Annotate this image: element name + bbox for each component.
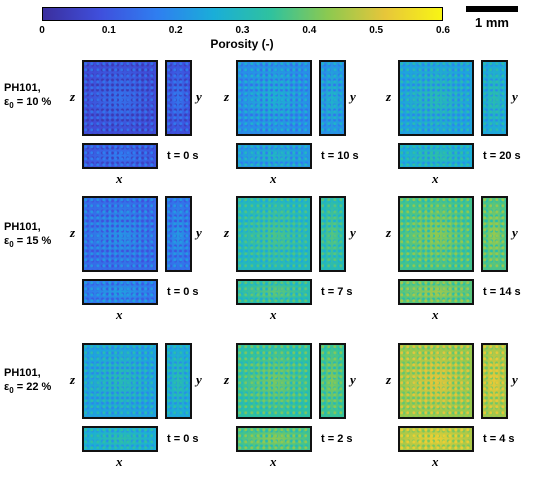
yz-slice-image <box>319 60 346 136</box>
yz-slice-image <box>319 196 346 272</box>
row-1-eps-sub: 0 <box>9 101 14 111</box>
row-1-eps-value: = 10 % <box>13 96 52 108</box>
yz-slice-image <box>165 343 192 419</box>
colorbar-tick: 0 <box>39 25 45 36</box>
z-axis-label: z <box>224 89 230 104</box>
yz-slice-image <box>481 196 508 272</box>
y-axis-label: y <box>350 372 356 387</box>
x-axis-label: x <box>432 454 439 469</box>
row-3-eps-sub: 0 <box>9 386 14 396</box>
x-axis-label: x <box>116 454 123 469</box>
z-axis-label: z <box>70 225 76 240</box>
colorbar-tick: 0.2 <box>168 25 183 36</box>
xy-slice-image <box>398 426 474 452</box>
xz-slice-image <box>398 60 474 136</box>
time-label: t = 0 s <box>167 286 199 298</box>
xz-slice-image <box>82 343 158 419</box>
porosity-colorbar <box>42 7 443 21</box>
xy-slice-image <box>82 426 158 452</box>
xz-slice-image <box>398 196 474 272</box>
row-1-material: PH101, <box>4 82 41 94</box>
xz-slice-image <box>398 343 474 419</box>
row-3-eps-symbol: ε <box>4 381 10 393</box>
y-axis-label: y <box>512 89 518 104</box>
time-label: t = 10 s <box>321 150 359 162</box>
row-label-3: PH101, ε0 = 22 % <box>4 366 51 398</box>
xz-slice-image <box>236 343 312 419</box>
xy-slice-image <box>82 279 158 305</box>
xz-slice-image <box>82 60 158 136</box>
time-label: t = 20 s <box>483 150 521 162</box>
x-axis-label: x <box>432 171 439 186</box>
z-axis-label: z <box>224 372 230 387</box>
x-axis-label: x <box>116 171 123 186</box>
row-label-1: PH101, ε0 = 10 % <box>4 81 51 113</box>
yz-slice-image <box>165 196 192 272</box>
xy-slice-image <box>82 143 158 169</box>
y-axis-label: y <box>196 372 202 387</box>
y-axis-label: y <box>350 225 356 240</box>
yz-slice-image <box>481 343 508 419</box>
y-axis-label: y <box>512 225 518 240</box>
y-axis-label: y <box>512 372 518 387</box>
z-axis-label: z <box>224 225 230 240</box>
row-2-eps-sub: 0 <box>9 240 14 250</box>
colorbar-tick: 0.5 <box>369 25 384 36</box>
xy-slice-image <box>398 143 474 169</box>
xz-slice-image <box>82 196 158 272</box>
xz-slice-image <box>236 196 312 272</box>
z-axis-label: z <box>70 89 76 104</box>
colorbar-tick: 0.6 <box>436 25 450 36</box>
z-axis-label: z <box>386 225 392 240</box>
time-label: t = 7 s <box>321 286 353 298</box>
z-axis-label: z <box>386 89 392 104</box>
row-label-2: PH101, ε0 = 15 % <box>4 220 51 252</box>
xz-slice-image <box>236 60 312 136</box>
row-1-eps-symbol: ε <box>4 96 10 108</box>
row-3-eps-value: = 22 % <box>13 381 52 393</box>
xy-slice-image <box>398 279 474 305</box>
time-label: t = 0 s <box>167 150 199 162</box>
time-label: t = 0 s <box>167 433 199 445</box>
colorbar-tick: 0.3 <box>235 25 250 36</box>
yz-slice-image <box>319 343 346 419</box>
x-axis-label: x <box>116 307 123 322</box>
x-axis-label: x <box>270 454 277 469</box>
y-axis-label: y <box>196 89 202 104</box>
time-label: t = 4 s <box>483 433 515 445</box>
z-axis-label: z <box>70 372 76 387</box>
row-2-eps-symbol: ε <box>4 235 10 247</box>
x-axis-label: x <box>270 307 277 322</box>
row-2-eps-value: = 15 % <box>13 235 52 247</box>
yz-slice-image <box>165 60 192 136</box>
y-axis-label: y <box>196 225 202 240</box>
z-axis-label: z <box>386 372 392 387</box>
row-2-material: PH101, <box>4 221 41 233</box>
colorbar-tick: 0.4 <box>302 25 317 36</box>
xy-slice-image <box>236 426 312 452</box>
yz-slice-image <box>481 60 508 136</box>
xy-slice-image <box>236 143 312 169</box>
colorbar-label: Porosity (-) <box>210 37 274 51</box>
x-axis-label: x <box>270 171 277 186</box>
y-axis-label: y <box>350 89 356 104</box>
time-label: t = 14 s <box>483 286 521 298</box>
row-3-material: PH101, <box>4 367 41 379</box>
x-axis-label: x <box>432 307 439 322</box>
colorbar-tick: 0.1 <box>101 25 116 36</box>
xy-slice-image <box>236 279 312 305</box>
scale-bar-label: 1 mm <box>475 15 509 30</box>
scale-bar <box>466 6 518 12</box>
time-label: t = 2 s <box>321 433 353 445</box>
